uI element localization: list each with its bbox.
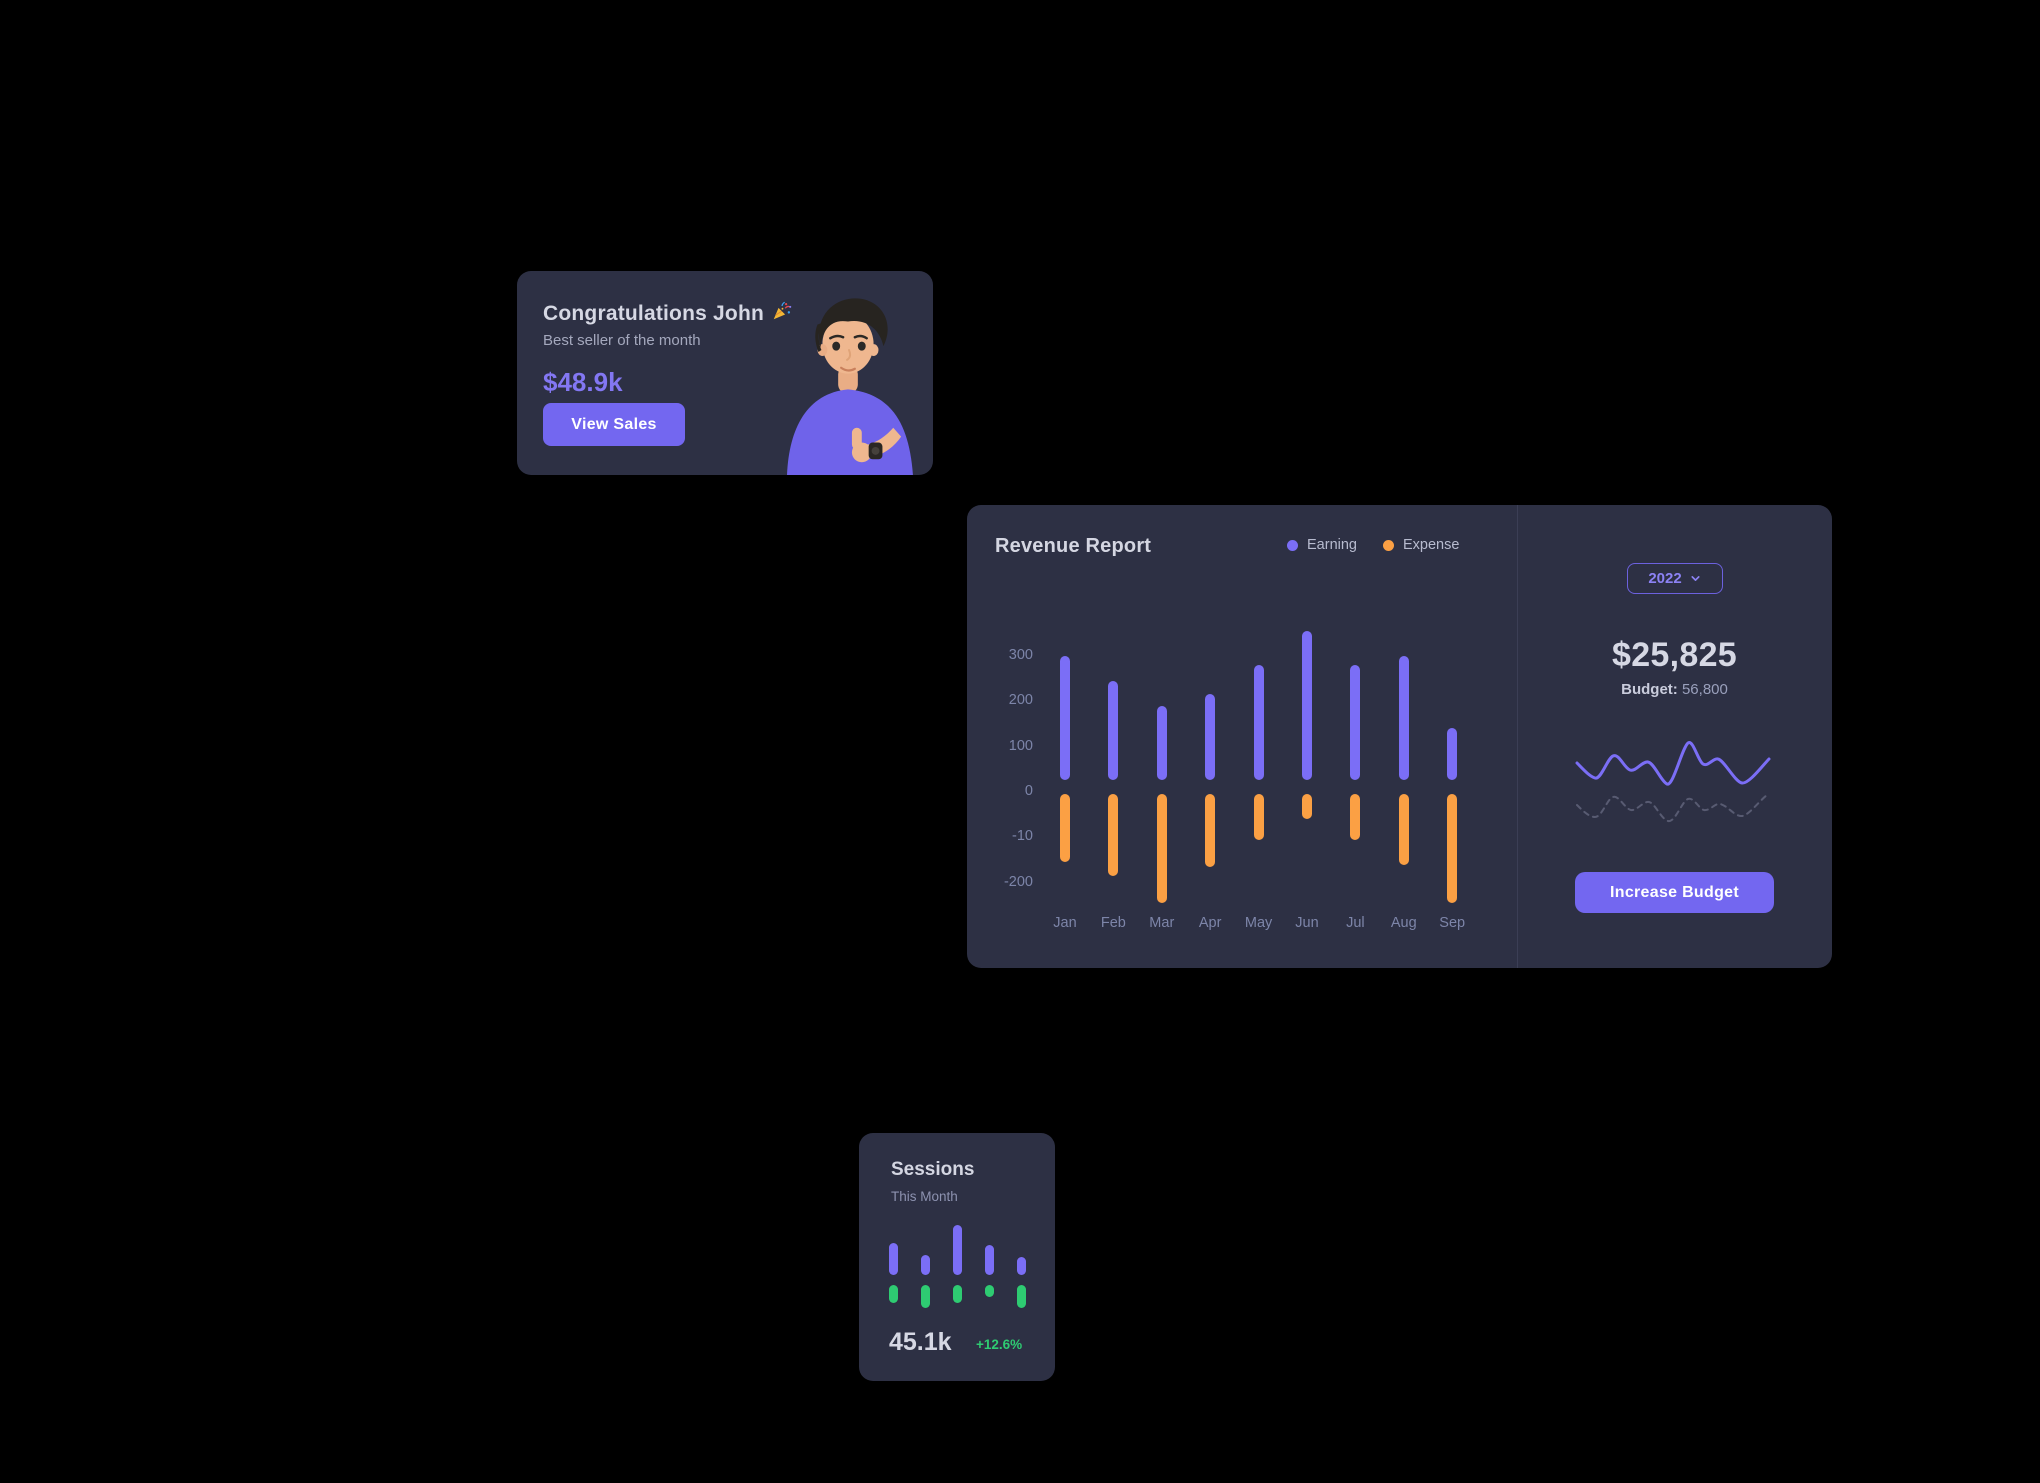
expense-bar <box>1060 794 1070 863</box>
x-axis-label: Jul <box>1346 915 1365 931</box>
earning-bar <box>1350 664 1361 780</box>
sessions-title: Sessions <box>891 1159 975 1180</box>
earning-bar <box>1447 728 1458 780</box>
budget-row: Budget: 56,800 <box>1517 681 1832 698</box>
view-sales-button[interactable]: View Sales <box>543 403 685 446</box>
best-seller-illustration <box>787 298 913 475</box>
year-dropdown-value: 2022 <box>1648 570 1682 587</box>
sessions-value: 45.1k <box>889 1328 952 1356</box>
sessions-lower-bar <box>984 1285 994 1297</box>
chevron-down-icon <box>1689 572 1702 585</box>
revenue-report-card: Revenue Report Earning Expense 300 200 100… <box>967 505 1832 968</box>
revenue-report-title: Revenue Report <box>995 535 1152 557</box>
y-axis-tick: -10 <box>1012 828 1033 845</box>
sessions-upper-bar <box>1016 1257 1026 1275</box>
congrats-title-text: Congratulations John <box>543 302 764 325</box>
x-axis-label: Sep <box>1439 915 1466 931</box>
sessions-lower-bar <box>888 1285 898 1303</box>
increase-budget-button[interactable]: Increase Budget <box>1575 872 1774 913</box>
earning-bar <box>1060 655 1070 780</box>
earning-legend-dot-icon <box>1287 539 1298 551</box>
y-axis-tick: 300 <box>1008 646 1033 663</box>
expense-bar <box>1205 794 1216 867</box>
expense-bar <box>1302 794 1312 820</box>
expense-bar <box>1447 794 1458 904</box>
congrats-amount: $48.9k <box>543 367 623 397</box>
earning-bar <box>1108 680 1119 780</box>
sessions-lower-bar <box>952 1285 962 1303</box>
y-axis-tick: 100 <box>1008 737 1033 754</box>
expense-bar <box>1253 794 1264 840</box>
sessions-upper-bar <box>920 1255 930 1275</box>
x-axis-label: Mar <box>1149 915 1175 931</box>
budget-value: 56,800 <box>1681 681 1728 698</box>
sessions-upper-bar <box>984 1245 994 1275</box>
x-axis-label: Apr <box>1198 915 1222 931</box>
sessions-subtitle: This Month <box>891 1189 958 1204</box>
sessions-bar-chart <box>859 1133 1055 1381</box>
y-axis-tick: 0 <box>1024 783 1033 799</box>
sessions-upper-bar <box>952 1225 962 1275</box>
earning-bar <box>1253 664 1264 780</box>
budget-trend-line <box>1576 793 1770 822</box>
expense-legend-label: Expense <box>1402 537 1460 553</box>
x-axis-label: Jun <box>1295 915 1319 931</box>
x-axis-label: May <box>1244 915 1273 931</box>
earning-bar <box>1156 705 1167 780</box>
x-axis-label: Feb <box>1100 915 1126 931</box>
expense-bar <box>1350 794 1361 840</box>
congrats-card: Congratulations John Best seller of the … <box>517 271 933 475</box>
congrats-title: Congratulations John <box>543 300 793 328</box>
expense-bar <box>1156 794 1167 904</box>
expense-bar <box>1398 794 1409 865</box>
sessions-lower-bar <box>920 1285 930 1308</box>
actual-trend-line <box>1575 741 1771 786</box>
sessions-upper-bar <box>888 1243 898 1275</box>
sessions-lower-bar <box>1016 1285 1026 1308</box>
revenue-bar-chart: Revenue Report Earning Expense 300 200 100… <box>967 505 1517 968</box>
y-axis-tick: 200 <box>1008 692 1033 709</box>
earning-bar <box>1398 655 1409 780</box>
chart-legend: Earning Expense <box>1287 537 1459 553</box>
party-popper-icon <box>771 300 793 328</box>
sessions-change-badge: +12.6% <box>976 1337 1023 1352</box>
x-axis-label: Aug <box>1390 915 1417 931</box>
earning-bar <box>1302 630 1312 780</box>
expense-bar <box>1108 794 1119 876</box>
panel-divider <box>1517 505 1518 968</box>
earning-legend-label: Earning <box>1307 537 1357 553</box>
x-axis-label: Jan <box>1053 915 1077 931</box>
budget-label: Budget: <box>1621 681 1678 698</box>
total-amount: $25,825 <box>1611 636 1737 674</box>
budget-panel: 2022 $25,825 Budget: 56,800 Increase Bud… <box>1517 505 1832 968</box>
sessions-card: Sessions This Month 45.1k +12.6% <box>859 1133 1055 1381</box>
year-dropdown[interactable]: 2022 <box>1627 563 1723 594</box>
legend-item-expense[interactable]: Expense <box>1382 537 1460 553</box>
congrats-subtitle: Best seller of the month <box>543 332 701 349</box>
budget-sparkline-chart <box>1575 741 1771 822</box>
y-axis-tick: -200 <box>1003 873 1033 890</box>
earning-bar <box>1205 694 1216 780</box>
expense-legend-dot-icon <box>1382 539 1394 551</box>
legend-item-earning[interactable]: Earning <box>1287 537 1357 553</box>
